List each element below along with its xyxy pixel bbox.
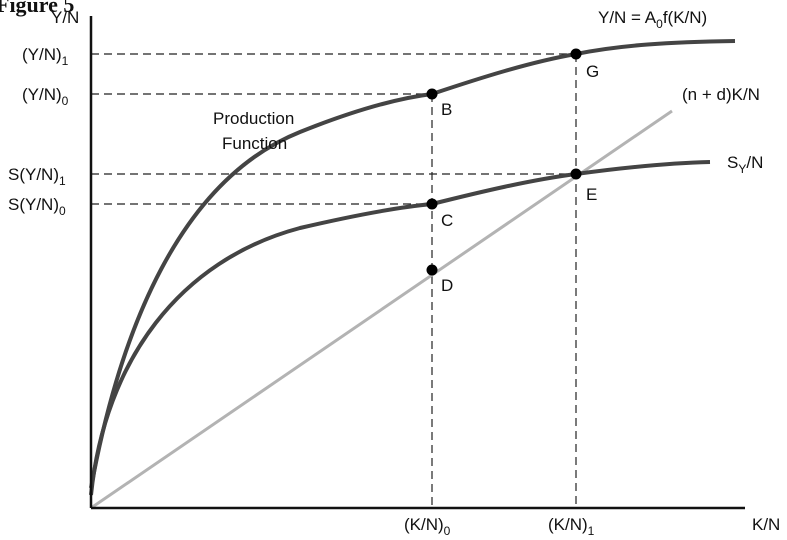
point-g	[570, 48, 582, 60]
point-e-label: E	[586, 185, 597, 204]
production-curve-label: Y/N = A0f(K/N)	[598, 8, 707, 31]
point-c-label: C	[441, 211, 453, 230]
saving-curve	[89, 160, 711, 496]
x-tick-k1: (K/N)1	[548, 515, 595, 538]
figure-title: Figure 5	[0, 0, 74, 17]
investment-line	[90, 109, 673, 510]
point-b	[426, 88, 438, 100]
y-tick-sy0: S(Y/N)0	[8, 195, 66, 218]
point-d-label: D	[441, 276, 453, 295]
point-d	[426, 264, 438, 276]
production-curve	[89, 39, 736, 489]
investment-line-label: (n + d)K/N	[682, 85, 760, 104]
production-caption-line2: Function	[222, 134, 287, 153]
x-axis-label: K/N	[752, 515, 780, 534]
y-axis-label: Y/N	[51, 8, 79, 27]
y-tick-sy1: S(Y/N)1	[8, 165, 66, 188]
x-tick-k0: (K/N)0	[404, 515, 451, 538]
point-g-label: G	[586, 62, 599, 81]
saving-curve-label: SY/N	[727, 153, 763, 176]
point-e	[570, 168, 582, 180]
point-b-label: B	[441, 100, 452, 119]
y-tick-y1: (Y/N)1	[22, 45, 69, 68]
y-tick-y0: (Y/N)0	[22, 85, 69, 108]
production-caption-line1: Production	[213, 109, 294, 128]
point-c	[426, 198, 438, 210]
